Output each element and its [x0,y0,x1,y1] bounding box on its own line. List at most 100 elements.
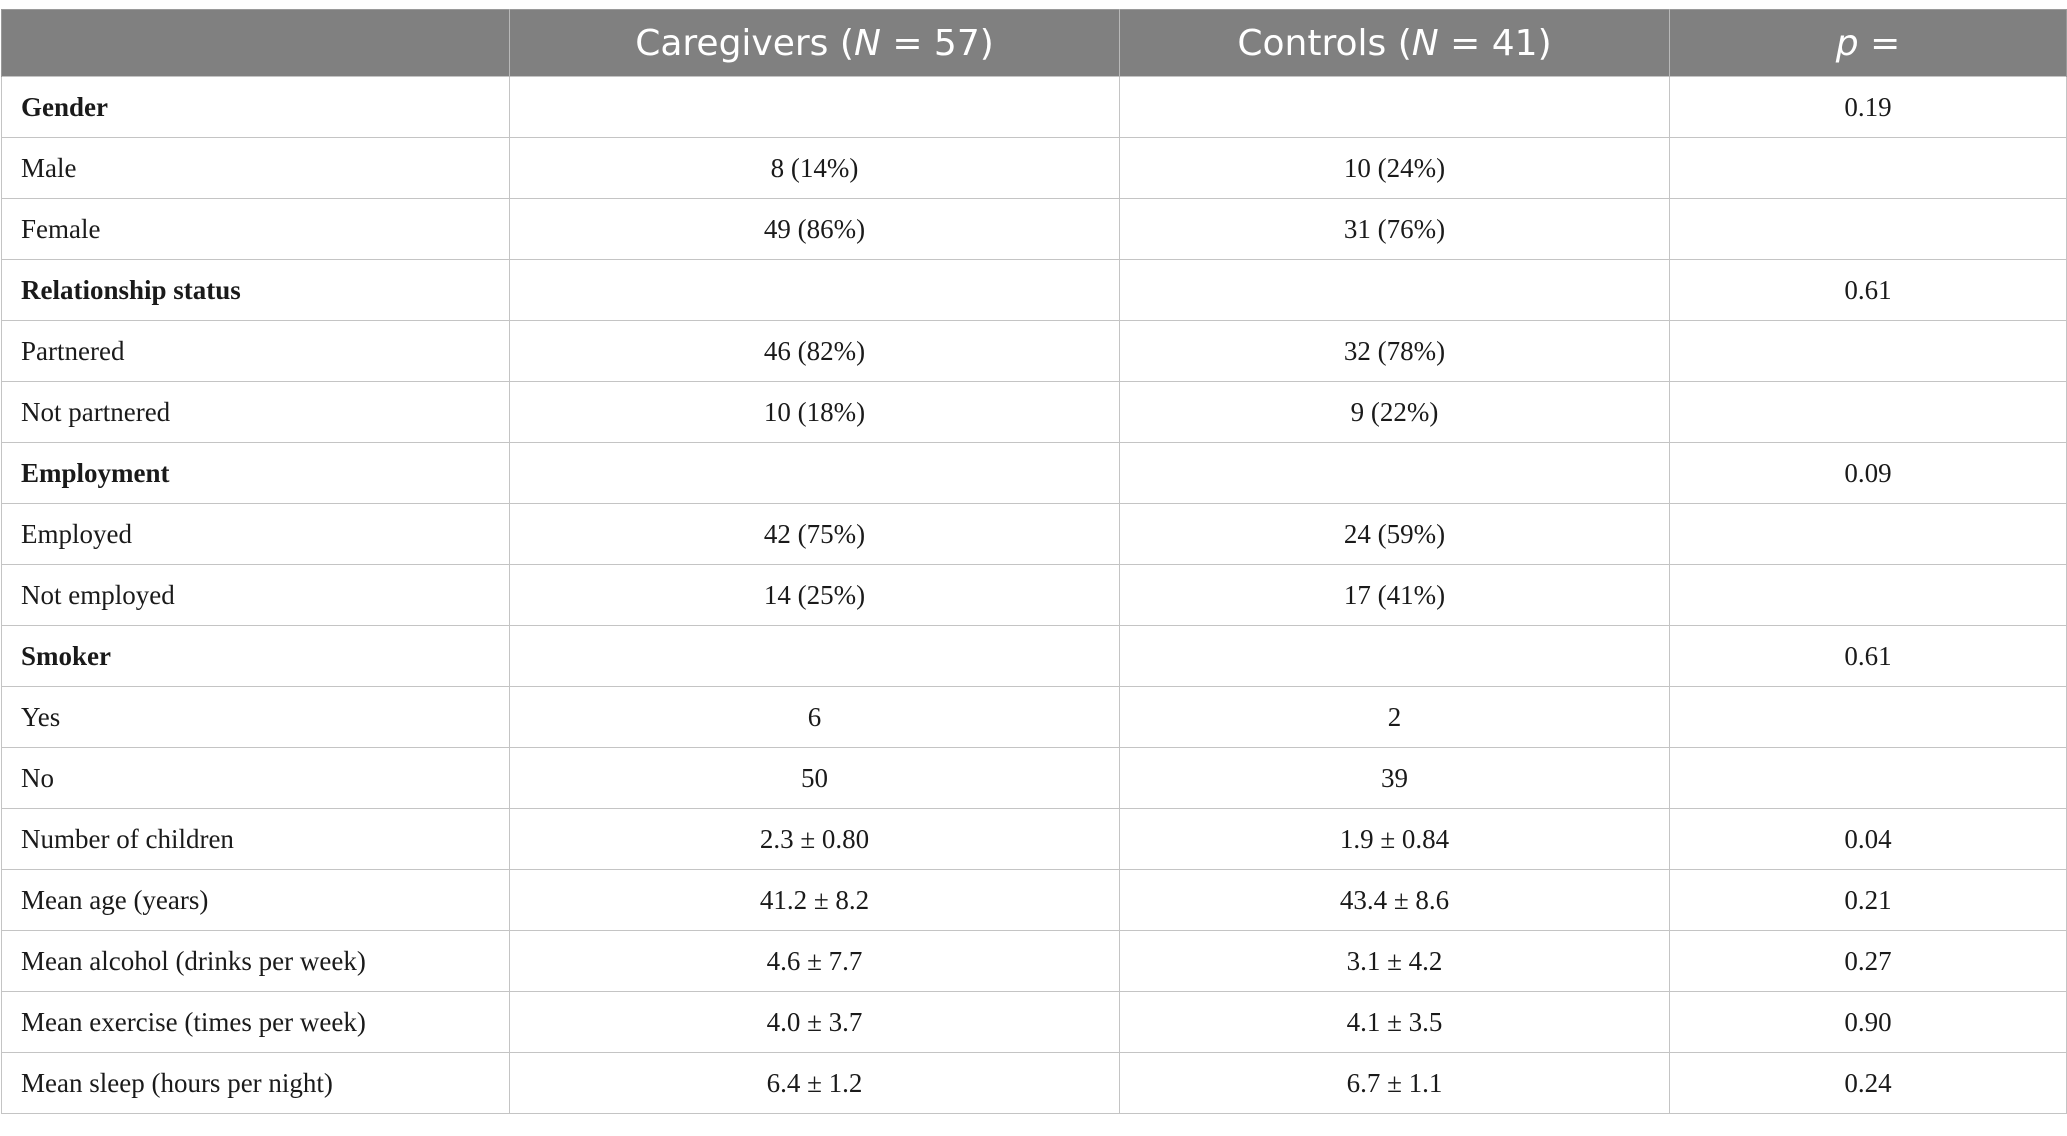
row-label: Gender [1,76,510,138]
table-row: Not employed 14 (25%) 17 (41%) [1,564,2067,626]
row-label: Yes [1,686,510,748]
table-body: Gender 0.19 Male 8 (14%) 10 (24%) Female 49 (8… [1,76,2067,1114]
caregivers-cell: 6 [509,686,1120,748]
table-row: Employed 42 (75%) 24 (59%) [1,503,2067,565]
demographics-table: Caregivers (N = 57) Controls (N = 41) p … [1,9,2067,1114]
controls-cell: 6.7 ± 1.1 [1119,1052,1670,1114]
table-header: Caregivers (N = 57) Controls (N = 41) p … [1,9,2067,77]
table-row: Yes 6 2 [1,686,2067,748]
caregivers-cell [509,259,1120,321]
p-value-cell [1669,381,2067,443]
caregivers-cell [509,625,1120,687]
table-row: Mean age (years) 41.2 ± 8.2 43.4 ± 8.6 0.21 [1,869,2067,931]
caregivers-cell: 4.6 ± 7.7 [509,930,1120,992]
row-label: Mean exercise (times per week) [1,991,510,1053]
controls-cell [1119,442,1670,504]
row-label: Mean alcohol (drinks per week) [1,930,510,992]
controls-cell: 32 (78%) [1119,320,1670,382]
controls-cell: 43.4 ± 8.6 [1119,869,1670,931]
controls-cell: 1.9 ± 0.84 [1119,808,1670,870]
row-label: No [1,747,510,809]
section-row: Smoker 0.61 [1,625,2067,687]
controls-cell: 17 (41%) [1119,564,1670,626]
row-label: Female [1,198,510,260]
table-row: Number of children 2.3 ± 0.80 1.9 ± 0.84 0.… [1,808,2067,870]
table-row: Male 8 (14%) 10 (24%) [1,137,2067,199]
caregivers-cell: 49 (86%) [509,198,1120,260]
p-value-cell [1669,747,2067,809]
caregivers-cell: 8 (14%) [509,137,1120,199]
header-row: Caregivers (N = 57) Controls (N = 41) p … [1,9,2067,77]
controls-cell: 24 (59%) [1119,503,1670,565]
row-label: Employed [1,503,510,565]
controls-suffix: = 41) [1438,22,1552,64]
p-value-cell [1669,198,2067,260]
controls-cell: 3.1 ± 4.2 [1119,930,1670,992]
table-row: Not partnered 10 (18%) 9 (22%) [1,381,2067,443]
p-value-cell: 0.09 [1669,442,2067,504]
row-label: Male [1,137,510,199]
row-label: Partnered [1,320,510,382]
caregivers-n-symbol: N [853,22,881,64]
table-row: Mean sleep (hours per night) 6.4 ± 1.2 6.7… [1,1052,2067,1114]
row-label: Mean sleep (hours per night) [1,1052,510,1114]
caregivers-suffix: = 57) [880,22,994,64]
caregivers-cell: 6.4 ± 1.2 [509,1052,1120,1114]
header-controls: Controls (N = 41) [1119,9,1670,77]
controls-cell [1119,76,1670,138]
controls-cell: 4.1 ± 3.5 [1119,991,1670,1053]
table-row: No 50 39 [1,747,2067,809]
caregivers-cell [509,76,1120,138]
p-value-cell [1669,564,2067,626]
p-suffix: = [1858,22,1901,64]
controls-cell: 10 (24%) [1119,137,1670,199]
caregivers-prefix: Caregivers ( [635,22,854,64]
caregivers-cell: 50 [509,747,1120,809]
p-value-cell: 0.24 [1669,1052,2067,1114]
p-value-cell: 0.19 [1669,76,2067,138]
p-value-cell [1669,137,2067,199]
row-label: Mean age (years) [1,869,510,931]
p-value-cell [1669,686,2067,748]
p-value-cell [1669,320,2067,382]
table-row: Mean exercise (times per week) 4.0 ± 3.7 4… [1,991,2067,1053]
section-row: Relationship status 0.61 [1,259,2067,321]
row-label: Relationship status [1,259,510,321]
section-row: Employment 0.09 [1,442,2067,504]
controls-cell: 39 [1119,747,1670,809]
controls-n-symbol: N [1411,22,1439,64]
controls-cell [1119,259,1670,321]
header-caregivers: Caregivers (N = 57) [509,9,1120,77]
caregivers-cell [509,442,1120,504]
controls-cell: 9 (22%) [1119,381,1670,443]
header-p-value: p = [1669,9,2067,77]
p-value-cell [1669,503,2067,565]
caregivers-cell: 41.2 ± 8.2 [509,869,1120,931]
p-value-cell: 0.61 [1669,259,2067,321]
demographics-table-container: Caregivers (N = 57) Controls (N = 41) p … [1,9,2067,1114]
p-value-cell: 0.21 [1669,869,2067,931]
table-row: Mean alcohol (drinks per week) 4.6 ± 7.7 3… [1,930,2067,992]
caregivers-cell: 4.0 ± 3.7 [509,991,1120,1053]
row-label: Employment [1,442,510,504]
p-symbol: p [1835,22,1859,64]
row-label: Number of children [1,808,510,870]
controls-cell [1119,625,1670,687]
row-label: Not employed [1,564,510,626]
caregivers-cell: 46 (82%) [509,320,1120,382]
caregivers-cell: 2.3 ± 0.80 [509,808,1120,870]
section-row: Gender 0.19 [1,76,2067,138]
controls-prefix: Controls ( [1237,22,1412,64]
p-value-cell: 0.61 [1669,625,2067,687]
row-label: Not partnered [1,381,510,443]
controls-cell: 31 (76%) [1119,198,1670,260]
table-row: Female 49 (86%) 31 (76%) [1,198,2067,260]
p-value-cell: 0.90 [1669,991,2067,1053]
table-row: Partnered 46 (82%) 32 (78%) [1,320,2067,382]
p-value-cell: 0.27 [1669,930,2067,992]
row-label: Smoker [1,625,510,687]
caregivers-cell: 14 (25%) [509,564,1120,626]
header-label-column [1,9,510,77]
controls-cell: 2 [1119,686,1670,748]
caregivers-cell: 42 (75%) [509,503,1120,565]
